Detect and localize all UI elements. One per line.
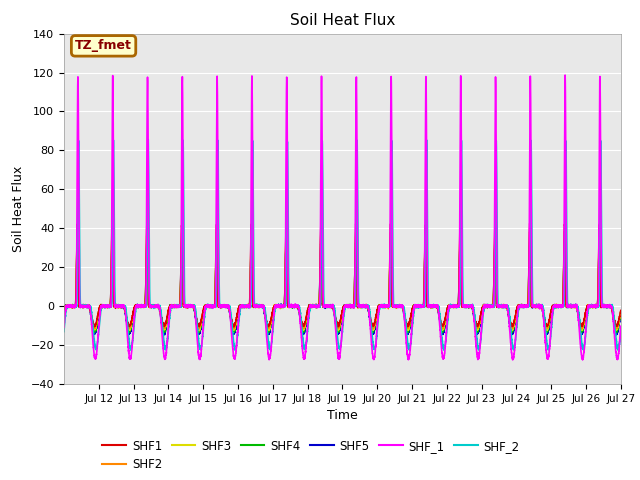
Y-axis label: Soil Heat Flux: Soil Heat Flux xyxy=(12,166,25,252)
Text: TZ_fmet: TZ_fmet xyxy=(75,39,132,52)
Legend: SHF1, SHF2, SHF3, SHF4, SHF5, SHF_1, SHF_2: SHF1, SHF2, SHF3, SHF4, SHF5, SHF_1, SHF… xyxy=(98,435,525,476)
X-axis label: Time: Time xyxy=(327,409,358,422)
Title: Soil Heat Flux: Soil Heat Flux xyxy=(290,13,395,28)
